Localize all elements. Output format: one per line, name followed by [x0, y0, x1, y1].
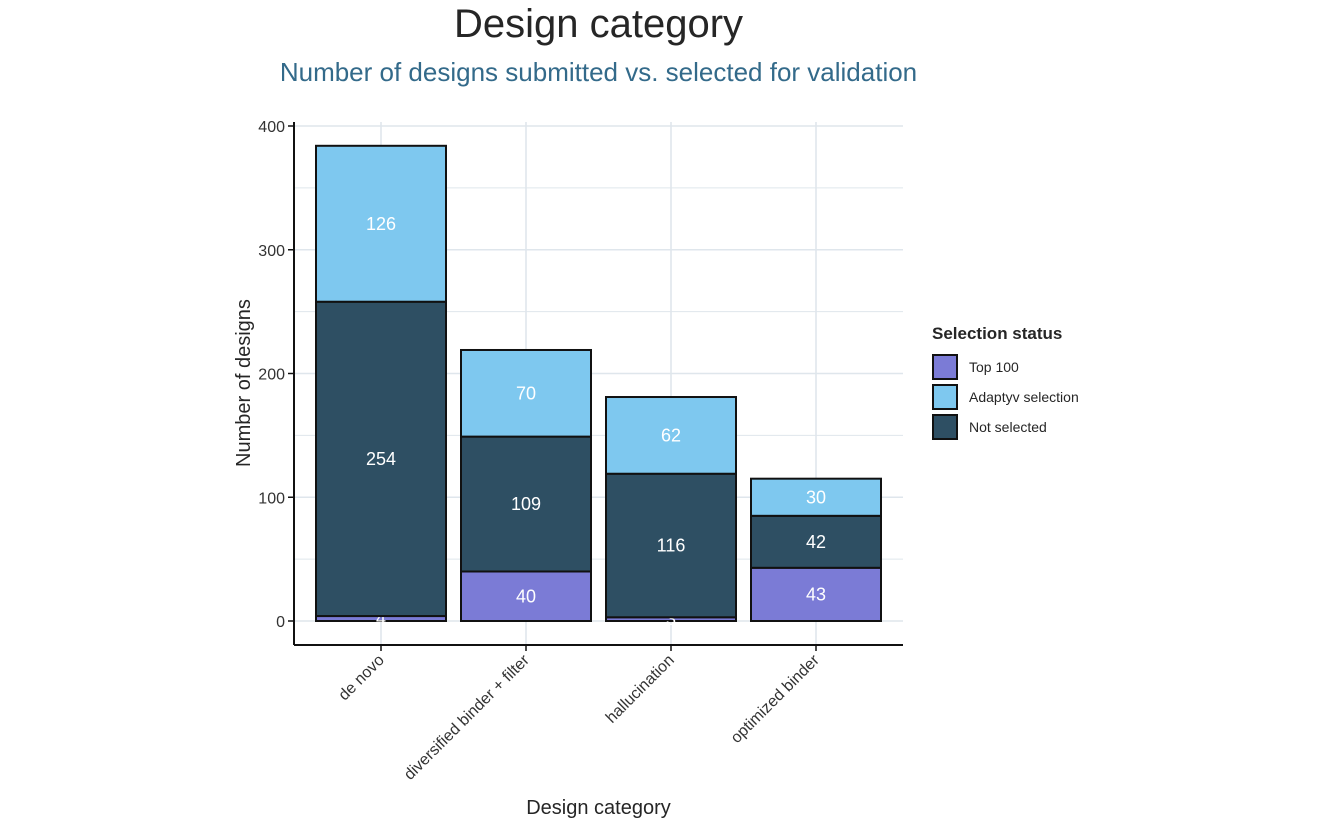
legend-title: Selection status: [932, 324, 1063, 343]
legend: Selection status Top 100 Adaptyv selecti…: [932, 324, 1079, 442]
data-label-de-novo-adaptyv-selection: 126: [366, 214, 396, 234]
bar-hallucination-adaptyv-selection: [605, 396, 737, 475]
bar-optimized-binder-not-selected: [750, 514, 882, 569]
y-tick-label-0: 0: [276, 614, 285, 631]
chart-subtitle: Number of designs submitted vs. selected…: [279, 57, 918, 87]
x-tick-label-de-novo: de novo: [336, 652, 388, 704]
y-tick-label-200: 200: [258, 367, 285, 384]
y-axis-title: Number of designs: [233, 299, 255, 467]
x-tick-label-optimized-binder: optimized binder: [728, 651, 824, 747]
bar-optimized-binder-top-100: [750, 566, 882, 622]
x-axis-title: Design category: [526, 797, 671, 819]
x-tick-label-diversified-binder-filter: diversified binder + filter: [401, 651, 533, 783]
bar-optimized-binder-adaptyv-selection: [750, 477, 882, 517]
bar-hallucination-not-selected: [605, 472, 737, 619]
legend-swatch-adaptyv-selection: [932, 384, 958, 410]
data-label-optimized-binder-top-100: 43: [806, 584, 826, 604]
legend-label-adaptyv-selection: Adaptyv selection: [969, 389, 1079, 405]
legend-swatch-not-selected: [932, 414, 958, 440]
legend-item-not-selected: Not selected: [932, 412, 1079, 442]
data-label-diversified-binder-filter-not-selected: 109: [511, 494, 541, 514]
bar-de-novo-adaptyv-selection: [315, 144, 447, 303]
data-label-diversified-binder-filter-top-100: 40: [516, 586, 536, 606]
data-label-hallucination-adaptyv-selection: 62: [661, 425, 681, 445]
bar-de-novo-not-selected: [315, 300, 447, 618]
y-tick-label-400: 400: [258, 119, 285, 136]
data-label-hallucination-not-selected: 116: [657, 536, 686, 556]
legend-item-top-100: Top 100: [932, 352, 1079, 382]
data-label-de-novo-top-100: 4: [376, 609, 386, 629]
legend-swatch-top-100: [932, 354, 958, 380]
data-label-optimized-binder-adaptyv-selection: 30: [806, 487, 826, 507]
legend-item-adaptyv-selection: Adaptyv selection: [932, 382, 1079, 412]
legend-label-not-selected: Not selected: [969, 419, 1047, 435]
data-label-optimized-binder-not-selected: 42: [806, 532, 826, 552]
chart-title: Design category: [453, 2, 744, 46]
legend-label-top-100: Top 100: [969, 359, 1019, 375]
x-tick-label-hallucination: hallucination: [603, 652, 678, 727]
y-tick-label-100: 100: [258, 490, 285, 507]
data-label-hallucination-top-100: 3: [666, 609, 676, 629]
data-label-diversified-binder-filter-adaptyv-selection: 70: [516, 383, 536, 403]
data-label-de-novo-not-selected: 254: [366, 449, 396, 469]
bar-diversified-binder-filter-adaptyv-selection: [460, 348, 592, 438]
y-tick-label-300: 300: [258, 243, 285, 260]
